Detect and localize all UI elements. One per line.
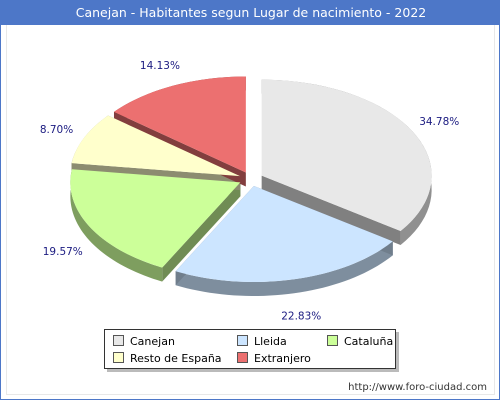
legend-item-cataluna: Cataluña [327,335,393,348]
pie-slice-lleida [175,185,393,282]
legend-item-extranjero: Extranjero [237,352,311,365]
legend-swatch-extranjero [237,352,248,363]
pie-slice-resto-de-espana [71,115,240,177]
pie-side-path-cataluna [70,169,163,282]
pie-side-path-lleida [175,241,393,296]
pie-label-cataluna: 19.57% [43,246,83,258]
chart-title: Canejan - Habitantes segun Lugar de naci… [1,1,500,25]
legend: Canejan Lleida Cataluña Resto de España … [104,329,396,369]
legend-item-resto-de-espana: Resto de España [113,352,222,365]
source-footer: http://www.foro-ciudad.com [348,382,487,393]
legend-label-lleida: Lleida [254,335,287,348]
legend-label-extranjero: Extranjero [254,352,311,365]
legend-item-lleida: Lleida [237,335,287,348]
legend-swatch-cataluna [327,335,338,346]
legend-swatch-canejan [113,335,124,346]
legend-label-cataluna: Cataluña [344,335,394,348]
pie-slice-cataluna [70,169,241,268]
legend-swatch-lleida [237,335,248,346]
legend-swatch-resto-de-espana [113,352,124,363]
pie-label-extranjero: 14.13% [140,60,180,72]
pie-slice-canejan [261,79,432,232]
pie-wall-canejan-1 [261,175,401,246]
legend-label-canejan: Canejan [130,335,175,348]
pie-label-canejan: 34.78% [419,116,459,128]
legend-item-canejan: Canejan [113,335,175,348]
pie-wall-cataluna-0 [162,182,241,282]
pie-slice-extranjero [113,76,246,173]
pie-label-resto-de-espana: 8.70% [40,124,73,136]
pie-label-lleida: 22.83% [281,310,321,322]
legend-label-resto-de-espana: Resto de España [130,352,222,365]
